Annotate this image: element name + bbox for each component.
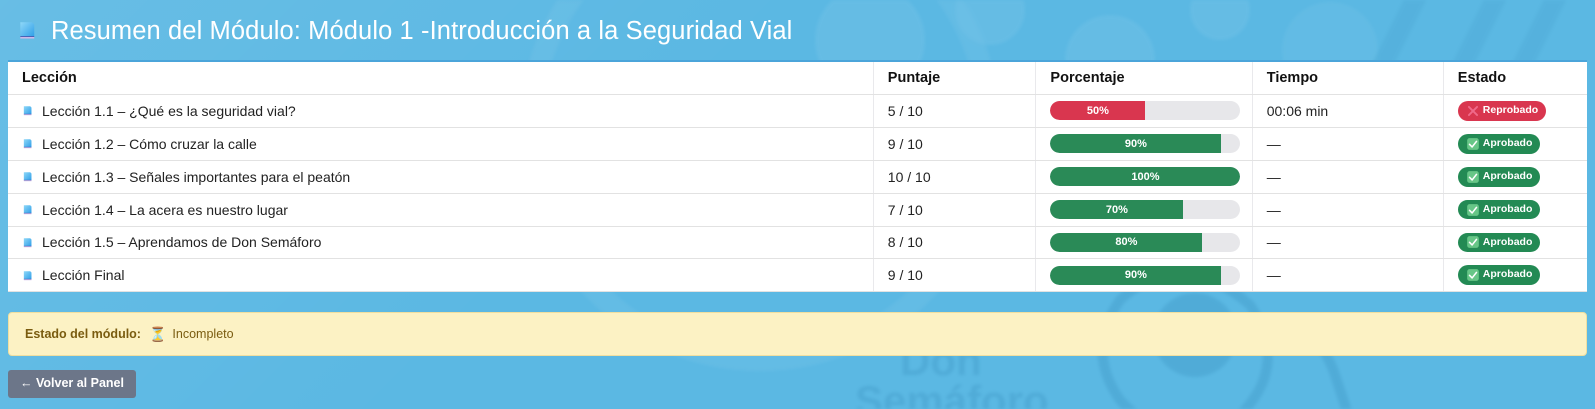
svg-text:Semáforo: Semáforo [855,377,1049,409]
